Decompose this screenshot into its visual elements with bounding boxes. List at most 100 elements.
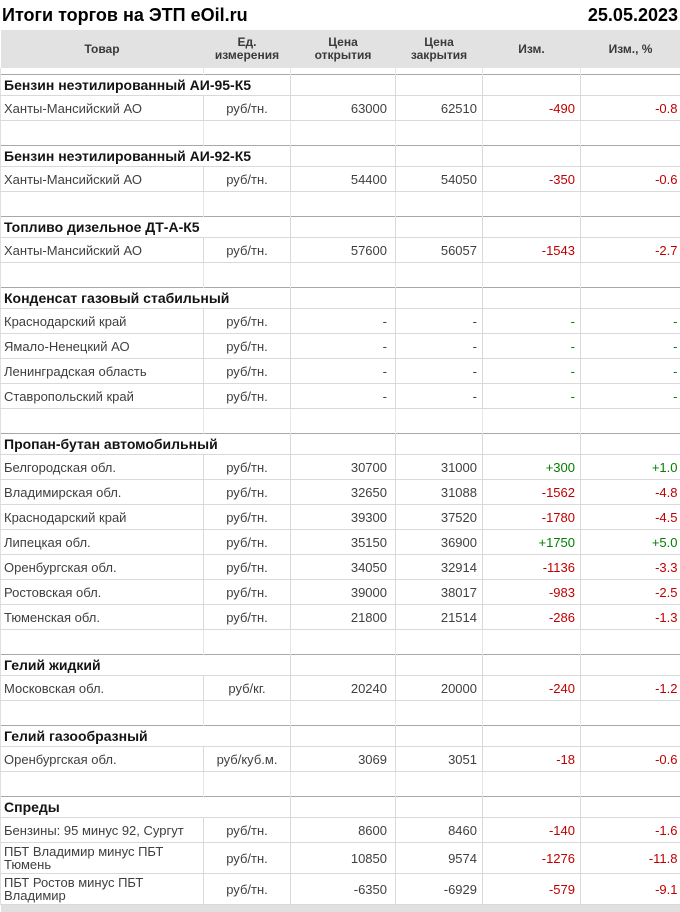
close-price-cell: 56057 [396,238,483,263]
section-title: Топливо дизельное ДТ-А-К5 [1,217,291,238]
change-cell: -350 [483,167,581,192]
change-pct-cell: -3.3 [581,555,680,580]
unit-cell: руб/куб.м. [204,747,291,772]
section-empty-cell [396,726,483,747]
section-header-row: Конденсат газовый стабильный [1,288,680,309]
change-pct-cell: -1.6 [581,818,680,843]
close-price-cell: 21514 [396,605,483,630]
section-empty-cell [291,217,396,238]
section-empty-cell [581,75,680,96]
table-header: Товар Ед. измерения Цена открытия Цена з… [1,30,680,68]
section-empty-cell [291,75,396,96]
product-cell: Ростовская обл. [1,580,204,605]
section-empty-cell [483,797,581,818]
spacer-cell [204,772,291,797]
product-cell: Ленинградская область [1,359,204,384]
spacer-cell [581,630,680,655]
open-price-cell: - [291,334,396,359]
change-cell: -286 [483,605,581,630]
column-header-close-price: Цена закрытия [396,30,483,68]
change-pct-cell: -1.3 [581,605,680,630]
close-price-cell: 36900 [396,530,483,555]
spacer-row [1,192,680,217]
spacer-cell [396,121,483,146]
open-price-cell: 30700 [291,455,396,480]
section-title: Бензин неэтилированный АИ-92-К5 [1,146,291,167]
close-price-cell: 31088 [396,480,483,505]
open-price-cell: - [291,309,396,334]
spacer-cell [396,772,483,797]
change-pct-cell: +1.0 [581,455,680,480]
close-price-cell: - [396,384,483,409]
unit-cell: руб/тн. [204,505,291,530]
product-cell: Московская обл. [1,676,204,701]
spacer-row [1,263,680,288]
section-empty-cell [483,217,581,238]
section-title: Бензин неэтилированный АИ-95-К5 [1,75,291,96]
unit-cell: руб/тн. [204,167,291,192]
trading-results-table: Товар Ед. измерения Цена открытия Цена з… [0,30,680,912]
section-header-row: Пропан-бутан автомобильный [1,434,680,455]
spacer-cell [483,772,581,797]
unit-cell: руб/тн. [204,555,291,580]
change-pct-cell: -0.6 [581,747,680,772]
product-cell: Тюменская обл. [1,605,204,630]
spacer-cell [204,701,291,726]
change-pct-cell: -4.5 [581,505,680,530]
spacer-cell [1,701,204,726]
section-empty-cell [483,75,581,96]
open-price-cell: 20240 [291,676,396,701]
section-empty-cell [483,288,581,309]
change-cell: -1562 [483,480,581,505]
close-price-cell: 20000 [396,676,483,701]
open-price-cell: - [291,384,396,409]
section-header-row: Бензин неэтилированный АИ-95-К5 [1,75,680,96]
close-price-cell: 54050 [396,167,483,192]
section-empty-cell [483,434,581,455]
unit-cell: руб/тн. [204,334,291,359]
spacer-cell [581,121,680,146]
change-cell: -490 [483,96,581,121]
close-price-cell: 31000 [396,455,483,480]
open-price-cell: 39300 [291,505,396,530]
open-price-cell: 10850 [291,843,396,874]
change-pct-cell: - [581,359,680,384]
product-cell: Краснодарский край [1,309,204,334]
change-cell: -579 [483,874,581,905]
change-cell: - [483,309,581,334]
unit-cell: руб/тн. [204,309,291,334]
open-price-cell: 21800 [291,605,396,630]
section-header-row: Гелий газообразный [1,726,680,747]
column-header-change: Изм. [483,30,581,68]
section-empty-cell [581,146,680,167]
spacer-cell [204,263,291,288]
change-pct-cell: -0.8 [581,96,680,121]
column-header-open-price: Цена открытия [291,30,396,68]
change-pct-cell: -2.7 [581,238,680,263]
close-price-cell: 38017 [396,580,483,605]
change-cell: -18 [483,747,581,772]
spacer-row [1,409,680,434]
unit-cell: руб/тн. [204,874,291,905]
product-cell: Ханты-Мансийский АО [1,238,204,263]
section-empty-cell [291,726,396,747]
spacer-cell [204,192,291,217]
change-cell: -1780 [483,505,581,530]
spacer-row [1,121,680,146]
change-cell: -983 [483,580,581,605]
close-price-cell: - [396,309,483,334]
section-empty-cell [396,655,483,676]
titlebar: Итоги торгов на ЭТП eOil.ru 25.05.2023 [0,0,680,30]
open-price-cell: -6350 [291,874,396,905]
spacer-cell [291,630,396,655]
section-empty-cell [483,726,581,747]
bottom-strip [1,905,680,912]
section-empty-cell [581,726,680,747]
page-title: Итоги торгов на ЭТП eOil.ru [2,5,248,26]
